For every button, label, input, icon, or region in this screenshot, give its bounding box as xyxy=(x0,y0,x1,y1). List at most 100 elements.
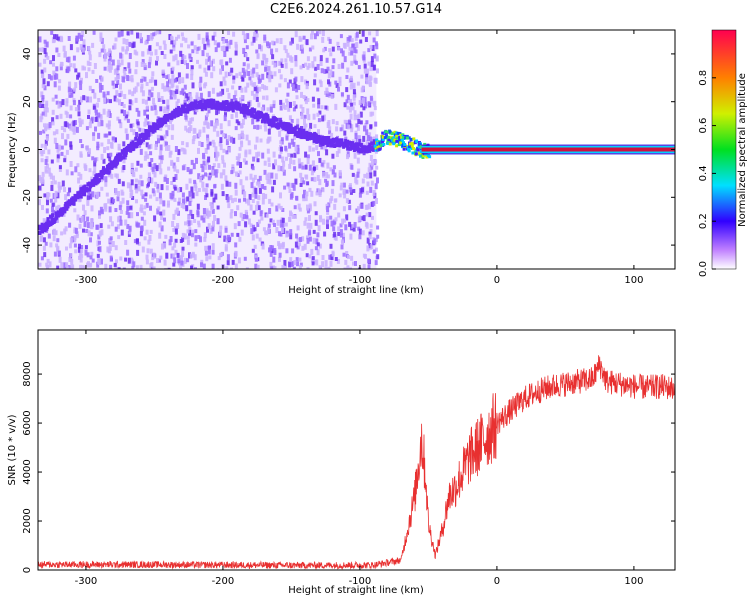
noise-dot xyxy=(130,78,134,83)
noise-dot xyxy=(177,149,181,156)
noise-dot xyxy=(263,160,267,166)
noise-dot xyxy=(140,83,144,89)
noise-dot xyxy=(308,254,312,259)
noise-dot xyxy=(279,192,282,199)
noise-dot xyxy=(98,268,102,269)
noise-dot xyxy=(346,94,350,100)
snr-xtick-label: -200 xyxy=(212,576,235,587)
noise-dot xyxy=(214,193,218,200)
noise-dot xyxy=(144,197,148,202)
noise-dot xyxy=(149,143,153,149)
noise-dot xyxy=(153,215,157,222)
noise-dot xyxy=(312,103,316,108)
noise-dot xyxy=(263,85,267,91)
noise-dot xyxy=(174,238,178,243)
noise-dot xyxy=(314,66,318,71)
noise-dot xyxy=(308,145,312,152)
noise-dot xyxy=(325,183,329,187)
noise-dot xyxy=(363,173,367,178)
noise-dot xyxy=(267,128,271,135)
noise-dot xyxy=(167,145,171,151)
noise-dot xyxy=(242,71,246,78)
noise-dot xyxy=(195,191,199,197)
noise-dot xyxy=(255,233,259,239)
noise-dot xyxy=(165,141,168,146)
noise-dot xyxy=(195,92,199,99)
noise-dot xyxy=(182,148,186,155)
noise-dot xyxy=(371,45,375,51)
noise-dot xyxy=(194,267,197,269)
noise-dot xyxy=(102,158,106,164)
noise-dot xyxy=(290,138,294,145)
trace-dot xyxy=(212,105,216,110)
noise-dot xyxy=(315,191,319,196)
trace-dot xyxy=(374,148,378,152)
noise-dot xyxy=(186,128,189,133)
noise-dot xyxy=(268,268,272,269)
noise-dot xyxy=(272,256,276,263)
noise-dot xyxy=(167,166,171,171)
noise-dot xyxy=(263,169,267,175)
noise-dot xyxy=(300,177,304,183)
noise-dot xyxy=(130,75,134,81)
noise-dot xyxy=(139,136,143,141)
noise-dot xyxy=(86,252,90,258)
noise-dot xyxy=(81,265,85,269)
noise-dot xyxy=(204,245,208,251)
noise-dot xyxy=(41,171,45,177)
noise-dot xyxy=(271,219,275,225)
noise-dot xyxy=(232,31,236,37)
noise-dot xyxy=(207,91,211,98)
noise-dot xyxy=(292,184,296,191)
noise-dot xyxy=(78,121,82,127)
noise-dot xyxy=(120,102,124,106)
noise-dot xyxy=(256,264,260,269)
noise-dot xyxy=(136,121,140,126)
noise-dot xyxy=(196,133,200,139)
noise-dot xyxy=(141,246,145,253)
noise-dot xyxy=(146,48,150,55)
noise-dot xyxy=(275,205,279,212)
noise-dot xyxy=(216,130,220,137)
noise-dot xyxy=(150,177,154,184)
noise-dot xyxy=(172,253,176,260)
noise-dot xyxy=(140,180,144,187)
noise-dot xyxy=(87,191,91,196)
noise-dot xyxy=(224,227,228,233)
trace-dot xyxy=(346,146,350,151)
noise-dot xyxy=(106,153,110,159)
noise-dot xyxy=(163,43,167,50)
noise-dot xyxy=(41,84,45,89)
noise-dot xyxy=(78,243,81,249)
noise-dot xyxy=(203,232,207,239)
noise-dot xyxy=(235,171,238,177)
noise-dot xyxy=(296,225,300,231)
trace-dot xyxy=(244,104,248,108)
noise-dot xyxy=(51,202,55,207)
noise-dot xyxy=(180,43,183,48)
noise-dot xyxy=(222,133,226,137)
noise-dot xyxy=(127,212,131,219)
noise-dot xyxy=(68,92,72,98)
noise-dot xyxy=(132,41,136,48)
noise-dot xyxy=(184,125,188,131)
noise-dot xyxy=(245,267,249,269)
noise-dot xyxy=(44,159,48,165)
noise-dot xyxy=(356,81,360,86)
noise-dot xyxy=(252,36,256,43)
noise-dot xyxy=(220,183,224,190)
noise-dot xyxy=(370,60,374,67)
noise-dot xyxy=(163,259,167,266)
noise-dot xyxy=(374,260,378,266)
noise-dot xyxy=(230,114,234,119)
noise-dot xyxy=(322,114,326,121)
noise-dot xyxy=(146,121,150,126)
noise-dot xyxy=(346,40,350,47)
noise-dot xyxy=(177,34,181,39)
noise-dot xyxy=(84,165,88,171)
noise-dot xyxy=(233,223,237,230)
noise-dot xyxy=(240,87,244,93)
noise-dot xyxy=(199,236,202,243)
noise-dot xyxy=(267,162,271,167)
noise-dot xyxy=(148,59,152,65)
